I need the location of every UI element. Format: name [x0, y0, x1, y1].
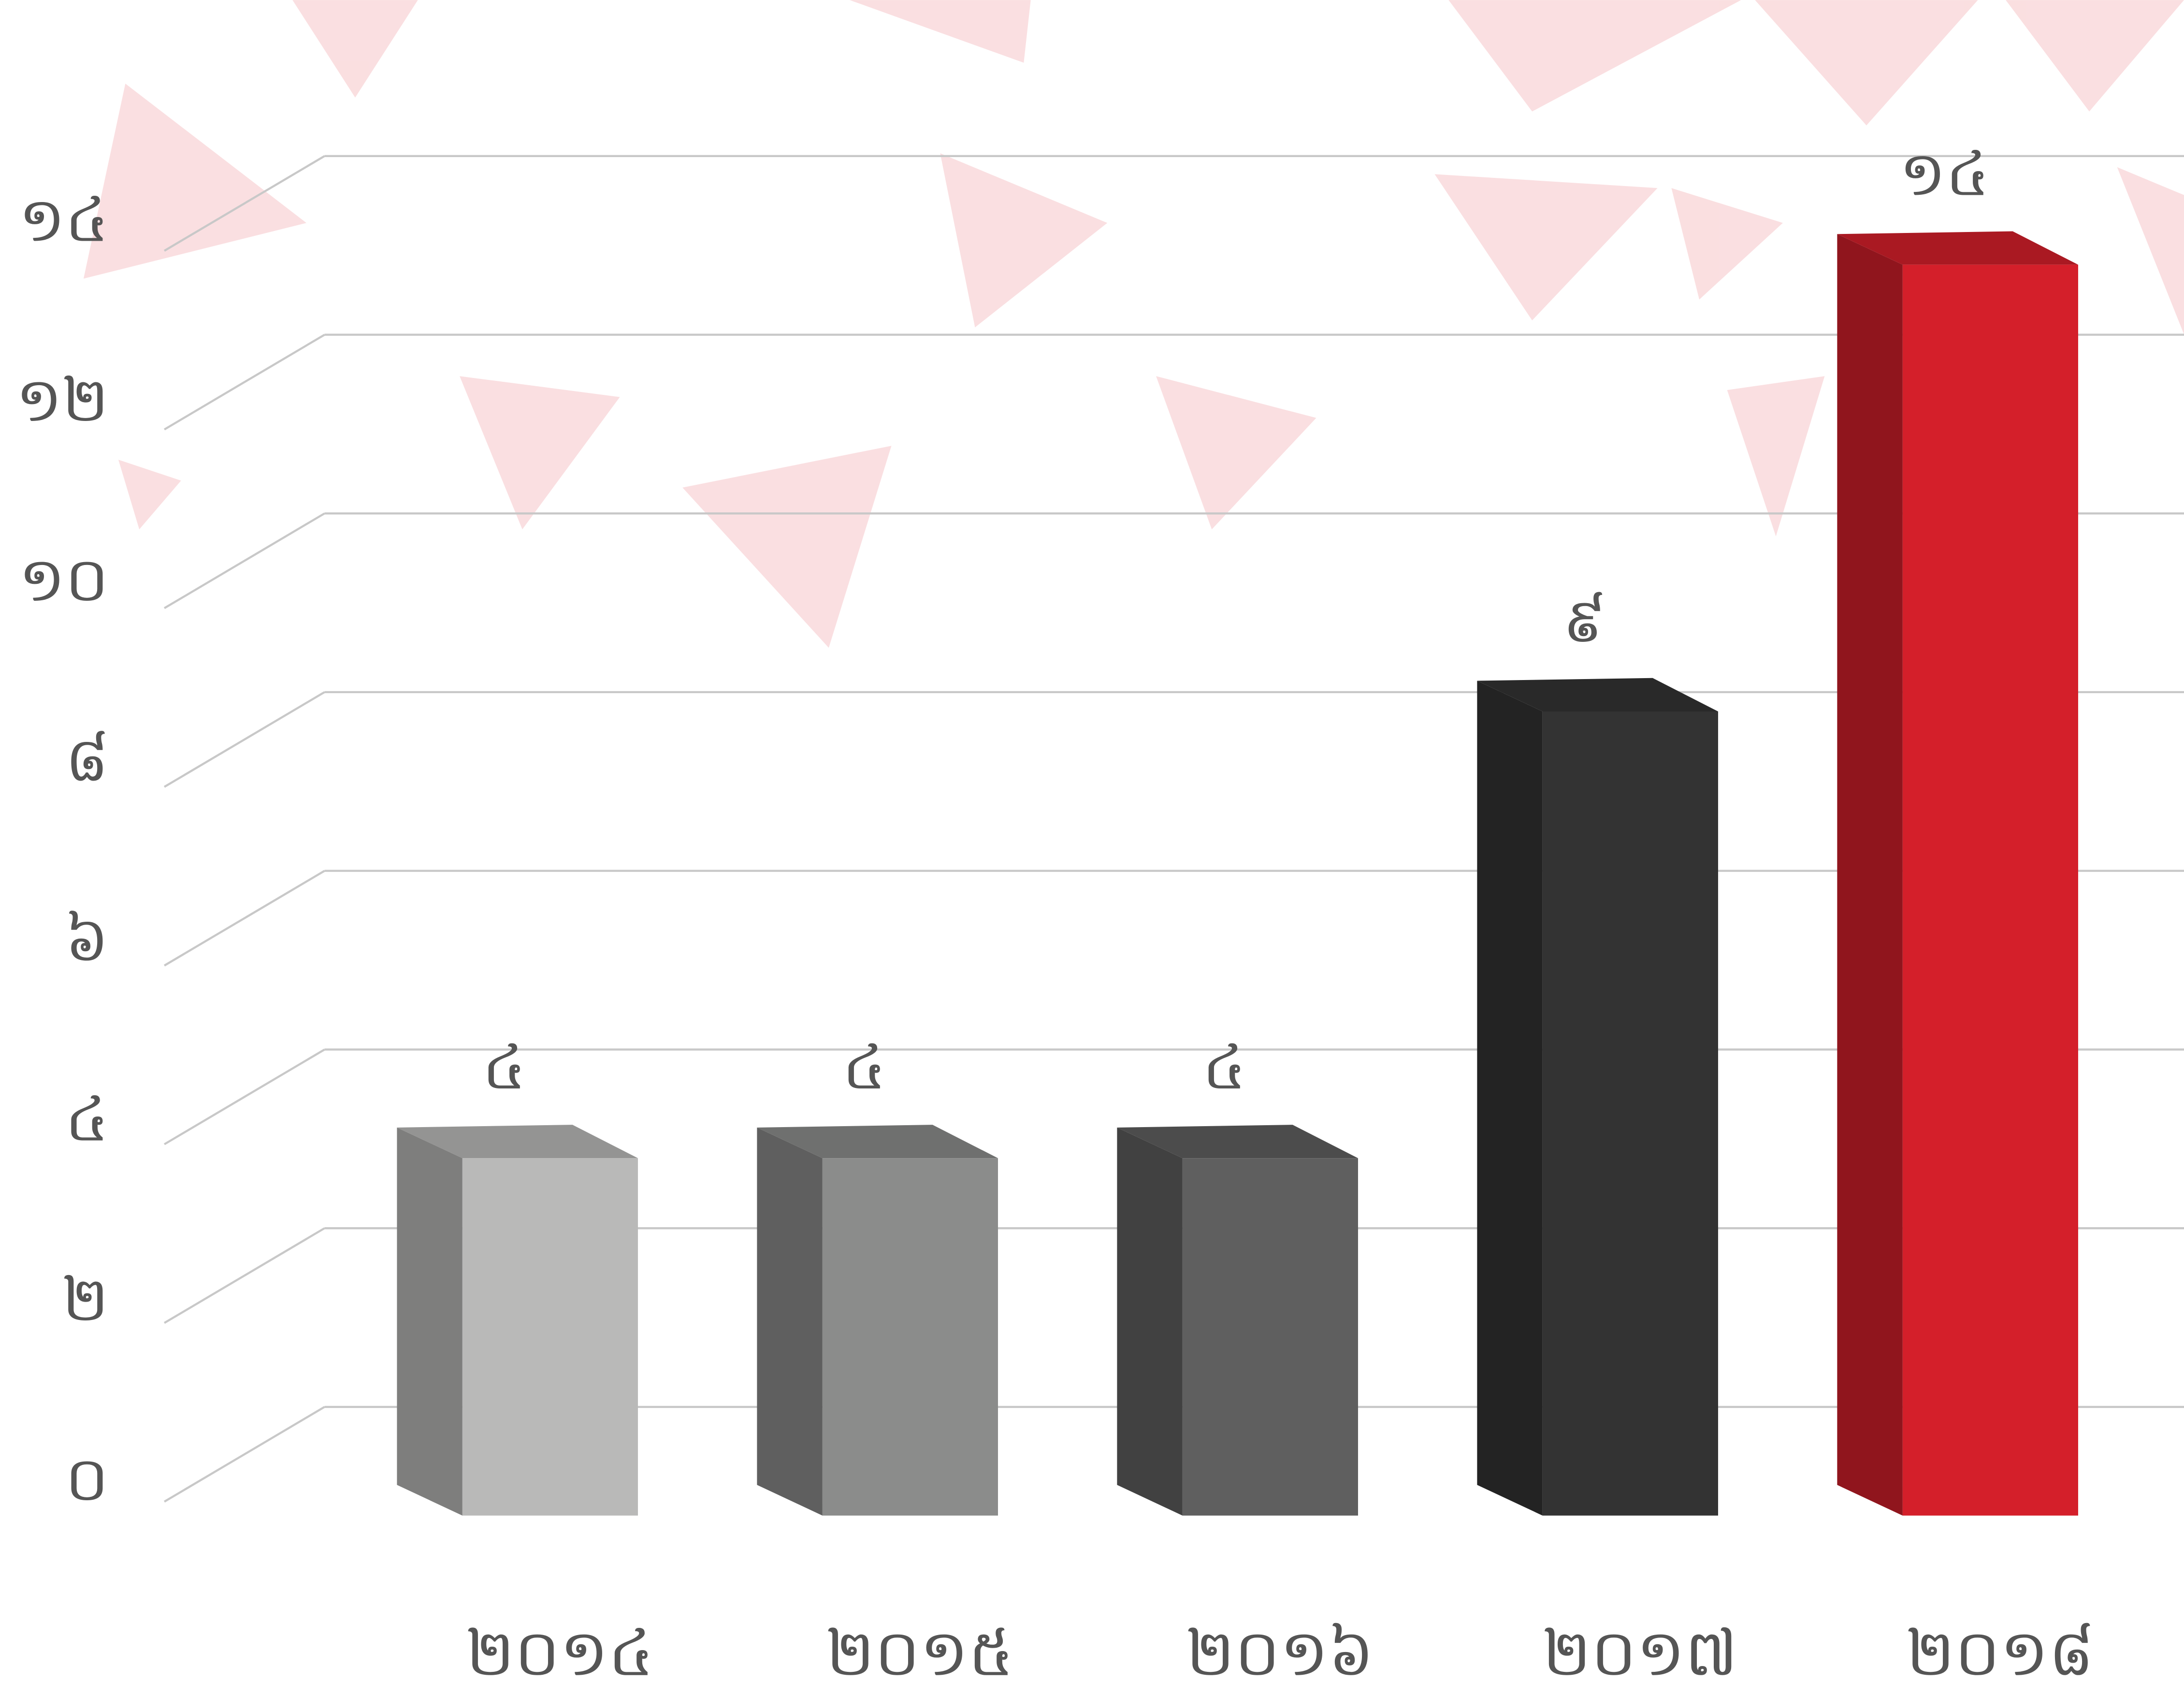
bar [1182, 1158, 1358, 1516]
bar-side [397, 1127, 463, 1516]
value-label: ៤ [842, 1031, 886, 1103]
y-tick-label: ៨ [65, 724, 109, 795]
bar-side [1117, 1127, 1183, 1516]
grid-diagonal [163, 1048, 325, 1145]
grid-diagonal [163, 691, 325, 788]
bar-top [397, 1125, 638, 1159]
grid-diagonal [163, 155, 325, 252]
bar-side [1477, 681, 1543, 1516]
y-tick-label: ១៤ [19, 184, 109, 256]
x-tick-label: ២០១៥ [826, 1616, 1013, 1691]
y-tick-label: ១០ [19, 544, 109, 615]
grid-diagonal [163, 1227, 325, 1324]
grid-diagonal [163, 333, 325, 431]
bar-top [757, 1125, 998, 1159]
background-decoration [83, 0, 2184, 648]
grid-diagonal [163, 870, 325, 967]
bar-top [1117, 1125, 1358, 1159]
value-label: ៤ [482, 1031, 526, 1103]
bar [1902, 264, 2078, 1516]
bar-side [757, 1127, 823, 1516]
bar-top [1477, 678, 1718, 711]
y-tick-label: ៤ [65, 1084, 109, 1155]
value-label: ៩ [1562, 585, 1606, 656]
value-label: ១៤ [1899, 138, 1989, 210]
x-tick-label: ២០១៤ [466, 1616, 653, 1691]
grid-diagonal [163, 1406, 325, 1503]
bar [1542, 711, 1718, 1516]
grid-diagonal [163, 512, 325, 609]
bar [822, 1158, 998, 1516]
y-tick-label: ២ [62, 1263, 109, 1335]
y-tick-label: ០ [65, 1443, 109, 1515]
bar-top [1837, 231, 2078, 265]
y-tick-label: ៦ [65, 904, 109, 975]
bar-side [1837, 234, 1903, 1516]
bar [462, 1158, 638, 1516]
x-tick-label: ២០១៨ [1906, 1616, 2094, 1691]
x-tick-label: ២០១៧ [1543, 1616, 1737, 1691]
value-label: ៤ [1202, 1031, 1246, 1103]
x-tick-label: ២០១៦ [1186, 1616, 1374, 1691]
y-tick-label: ១២ [16, 364, 109, 435]
